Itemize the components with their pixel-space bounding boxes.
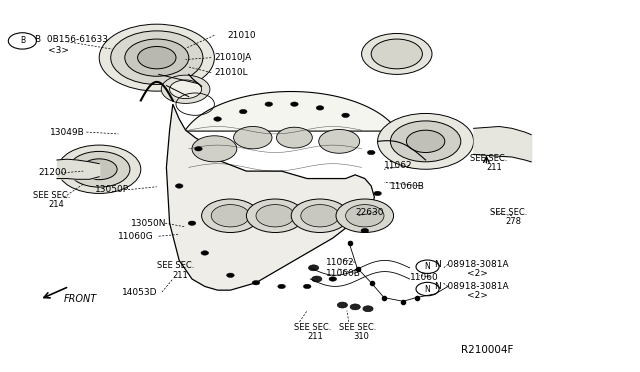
Polygon shape [166, 104, 374, 290]
Circle shape [188, 221, 196, 225]
Text: 21200: 21200 [38, 169, 67, 177]
Circle shape [170, 80, 202, 99]
Circle shape [291, 102, 298, 106]
Circle shape [239, 109, 247, 114]
Text: 11062: 11062 [384, 161, 413, 170]
Text: SEE SEC.: SEE SEC. [294, 323, 332, 332]
Circle shape [214, 117, 221, 121]
Circle shape [81, 159, 117, 180]
Circle shape [227, 273, 234, 278]
Text: R210004F: R210004F [461, 345, 513, 355]
Circle shape [346, 205, 384, 227]
Circle shape [336, 199, 394, 232]
Circle shape [303, 284, 311, 289]
Circle shape [234, 126, 272, 149]
Text: 11060B: 11060B [326, 269, 361, 278]
Circle shape [246, 199, 304, 232]
Circle shape [195, 147, 202, 151]
Circle shape [252, 280, 260, 285]
Text: 13049B: 13049B [50, 128, 84, 137]
Circle shape [211, 205, 250, 227]
Circle shape [202, 199, 259, 232]
Circle shape [111, 31, 203, 84]
Circle shape [276, 127, 312, 148]
Circle shape [316, 106, 324, 110]
Text: 11060: 11060 [410, 273, 438, 282]
Circle shape [319, 129, 360, 153]
Text: SEE SEC.: SEE SEC. [470, 154, 508, 163]
Text: N: N [425, 285, 430, 294]
Circle shape [175, 184, 183, 188]
Text: N  08918-3081A: N 08918-3081A [435, 260, 509, 269]
Text: 214: 214 [48, 200, 64, 209]
Circle shape [350, 304, 360, 310]
Text: 211: 211 [307, 332, 323, 341]
Circle shape [138, 46, 176, 69]
Text: 278: 278 [506, 217, 522, 226]
Circle shape [374, 191, 381, 196]
Text: N  08918-3081A: N 08918-3081A [435, 282, 509, 291]
Circle shape [371, 39, 422, 69]
Text: SEE SEC.: SEE SEC. [490, 208, 527, 217]
Text: 211: 211 [173, 271, 189, 280]
Circle shape [378, 113, 474, 169]
Text: <2>: <2> [467, 291, 488, 300]
Circle shape [58, 145, 141, 193]
Circle shape [312, 276, 322, 282]
Circle shape [201, 251, 209, 255]
Circle shape [99, 24, 214, 91]
Circle shape [256, 205, 294, 227]
Circle shape [390, 121, 461, 162]
Text: FRONT: FRONT [64, 295, 97, 304]
Text: 211: 211 [486, 163, 502, 172]
Text: B: B [20, 36, 25, 45]
Circle shape [342, 113, 349, 118]
Circle shape [362, 33, 432, 74]
Text: 310: 310 [353, 332, 369, 341]
Text: SEE SEC.: SEE SEC. [33, 191, 70, 200]
Circle shape [291, 199, 349, 232]
Circle shape [361, 228, 369, 233]
Text: <3>: <3> [48, 46, 69, 55]
Circle shape [265, 102, 273, 106]
Circle shape [278, 284, 285, 289]
Circle shape [301, 205, 339, 227]
Text: 21010: 21010 [227, 31, 256, 40]
Circle shape [308, 265, 319, 271]
Text: N: N [425, 262, 430, 271]
Circle shape [68, 151, 130, 187]
Circle shape [363, 306, 373, 312]
Text: B  0B156-61633: B 0B156-61633 [35, 35, 108, 44]
Text: 11060B: 11060B [390, 182, 425, 190]
Text: <2>: <2> [467, 269, 488, 278]
Text: 11062: 11062 [326, 258, 355, 267]
Circle shape [192, 136, 237, 162]
Circle shape [329, 277, 337, 281]
Circle shape [125, 39, 189, 76]
Text: 13050P: 13050P [95, 185, 129, 194]
Text: SEE SEC.: SEE SEC. [339, 323, 376, 332]
Circle shape [406, 130, 445, 153]
Text: 21010JA: 21010JA [214, 53, 252, 62]
Circle shape [367, 150, 375, 155]
Circle shape [161, 75, 210, 103]
Text: 11060G: 11060G [118, 232, 154, 241]
Text: 13050N: 13050N [131, 219, 166, 228]
Text: SEE SEC.: SEE SEC. [157, 262, 194, 270]
Circle shape [337, 302, 348, 308]
Polygon shape [185, 92, 397, 131]
Text: 14053D: 14053D [122, 288, 157, 296]
Text: 21010L: 21010L [214, 68, 248, 77]
Text: 22630: 22630 [355, 208, 384, 217]
